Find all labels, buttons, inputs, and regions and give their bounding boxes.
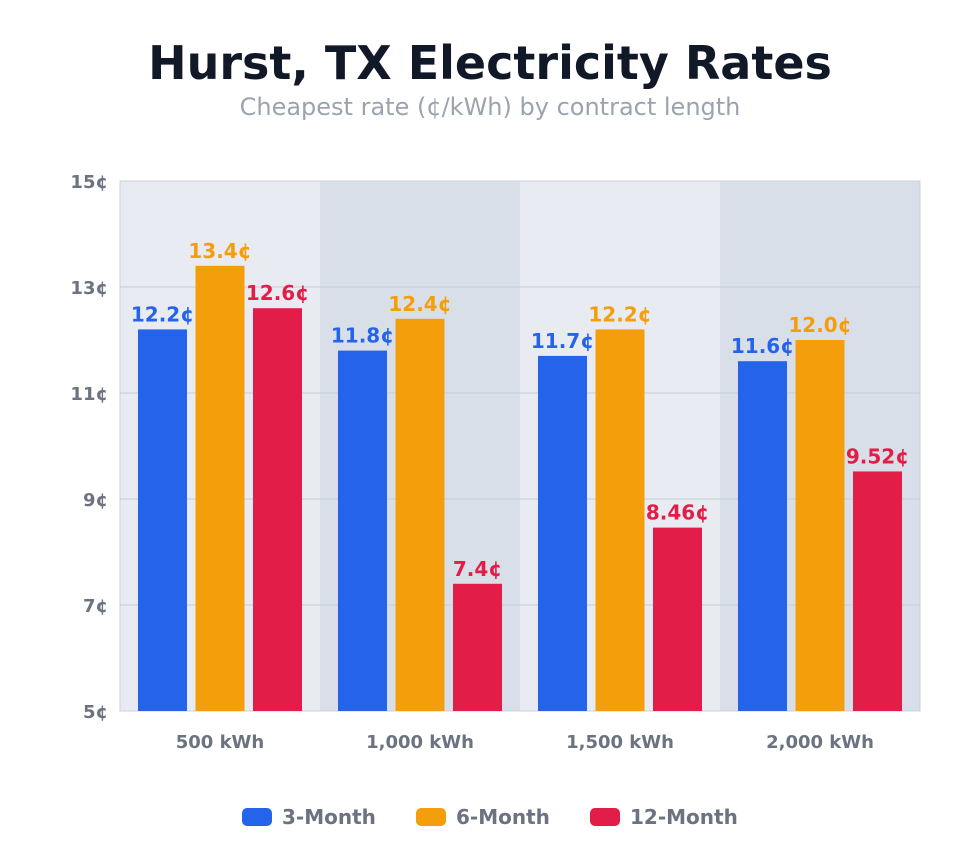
x-tick-label: 1,500 kWh xyxy=(566,732,674,753)
bars xyxy=(138,265,902,711)
legend-label: 12-Month xyxy=(630,805,738,829)
y-tick-label: 11¢ xyxy=(70,384,108,405)
legend-label: 3-Month xyxy=(282,805,376,829)
bar xyxy=(738,361,787,711)
data-label: 7.4¢ xyxy=(453,557,502,581)
y-axis: 5¢ 7¢ 9¢ 11¢ 13¢ 15¢ xyxy=(70,172,108,723)
data-label: 12.2¢ xyxy=(588,302,651,326)
bar xyxy=(138,329,187,711)
data-label: 11.8¢ xyxy=(331,324,394,348)
legend-swatch xyxy=(416,808,446,826)
bar xyxy=(338,350,387,711)
bar xyxy=(538,355,587,711)
chart-title: Hurst, TX Electricity Rates xyxy=(148,36,832,90)
bar xyxy=(453,583,502,711)
data-label: 12.0¢ xyxy=(788,313,851,337)
bar xyxy=(853,471,902,711)
data-label: 9.52¢ xyxy=(846,444,909,468)
y-tick-label: 15¢ xyxy=(70,172,108,193)
chart-subtitle: Cheapest rate (¢/kWh) by contract length xyxy=(239,93,741,121)
data-label: 12.6¢ xyxy=(246,281,309,305)
legend-label: 6-Month xyxy=(456,805,550,829)
data-label: 11.6¢ xyxy=(731,334,794,358)
bar xyxy=(653,527,702,711)
x-axis: 500 kWh 1,000 kWh 1,500 kWh 2,000 kWh xyxy=(176,732,874,753)
data-label: 11.7¢ xyxy=(531,329,594,353)
y-tick-label: 5¢ xyxy=(83,702,108,723)
data-labels: 12.2¢ 13.4¢ 12.6¢ 11.8¢ 12.4¢ 7.4¢ 11.7¢ 12.2¢ 8… xyxy=(131,239,909,581)
legend-swatch xyxy=(242,808,272,826)
y-tick-label: 13¢ xyxy=(70,278,108,299)
bar xyxy=(795,340,845,711)
data-label: 12.4¢ xyxy=(388,292,451,316)
legend: 3-Month 6-Month 12-Month xyxy=(242,805,738,829)
bar xyxy=(395,318,445,711)
data-label: 13.4¢ xyxy=(188,239,251,263)
bar xyxy=(195,265,245,711)
bar xyxy=(253,308,302,711)
y-tick-label: 9¢ xyxy=(83,490,108,511)
plot-border xyxy=(119,180,921,712)
data-label: 12.2¢ xyxy=(131,302,194,326)
x-tick-label: 1,000 kWh xyxy=(366,732,474,753)
y-tick-label: 7¢ xyxy=(83,596,108,617)
x-tick-label: 500 kWh xyxy=(176,732,264,753)
legend-swatch xyxy=(590,808,620,826)
bar xyxy=(595,329,645,711)
x-tick-label: 2,000 kWh xyxy=(766,732,874,753)
data-label: 8.46¢ xyxy=(646,501,709,525)
